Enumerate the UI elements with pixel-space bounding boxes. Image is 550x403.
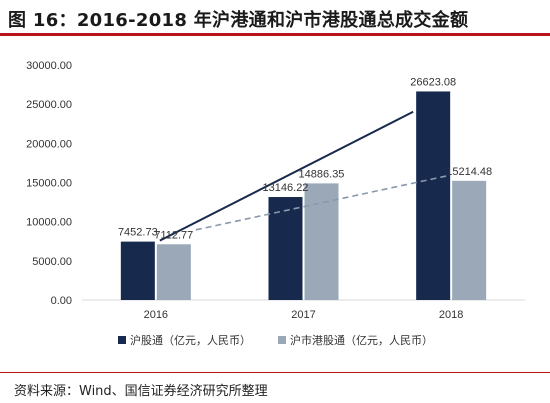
- bar-sgt-2018: [452, 180, 487, 300]
- x-tick-label: 2018: [439, 309, 463, 321]
- y-tick-label: 25000.00: [26, 99, 72, 111]
- chart-title: 图 16：2016-2018 年沪港通和沪市港股通总成交金额: [8, 10, 469, 31]
- bar-hgt-2017: [268, 197, 303, 300]
- x-tick-label: 2017: [291, 309, 315, 321]
- bar-hgt-2016: [120, 241, 155, 300]
- x-tick-label: 2016: [144, 309, 168, 321]
- trendlines: [159, 110, 450, 242]
- title-divider: [0, 33, 550, 36]
- y-tick-label: 10000.00: [26, 217, 72, 229]
- data-label: 7112.77: [154, 229, 193, 241]
- legend-swatch-hgt: [118, 336, 126, 344]
- y-tick-label: 0.00: [51, 295, 72, 307]
- y-tick-label: 15000.00: [26, 178, 72, 190]
- y-axis: 0.00 5000.00 10000.00 15000.00 20000.00 25000…: [26, 60, 72, 307]
- legend: 沪股通（亿元，人民币） 沪市港股通（亿元，人民币）: [118, 333, 433, 347]
- source-divider: [0, 372, 550, 373]
- data-label: 26623.08: [410, 76, 456, 88]
- x-axis: 2016 2017 2018: [144, 309, 464, 321]
- data-label: 15214.48: [446, 166, 492, 178]
- data-label: 14886.35: [299, 168, 345, 180]
- bar-sgt-2016: [156, 244, 191, 300]
- y-tick-label: 20000.00: [26, 138, 72, 150]
- legend-swatch-sgt: [278, 336, 286, 344]
- source-note: 资料来源：Wind、国信证券经济研究所整理: [14, 384, 268, 399]
- y-tick-label: 5000.00: [32, 256, 72, 268]
- bar-hgt-2018: [416, 91, 451, 300]
- legend-label-hgt: 沪股通（亿元，人民币）: [130, 333, 251, 347]
- bars: [120, 91, 487, 300]
- y-tick-label: 30000.00: [26, 60, 72, 72]
- trendline-hgt: [159, 110, 414, 242]
- bar-chart: 0.00 5000.00 10000.00 15000.00 20000.00 25000…: [26, 60, 525, 347]
- trendline-sgt: [195, 174, 450, 231]
- data-label: 13146.22: [263, 182, 309, 194]
- bar-sgt-2017: [304, 183, 339, 300]
- legend-label-sgt: 沪市港股通（亿元，人民币）: [290, 333, 433, 347]
- data-label: 7452.73: [118, 227, 158, 239]
